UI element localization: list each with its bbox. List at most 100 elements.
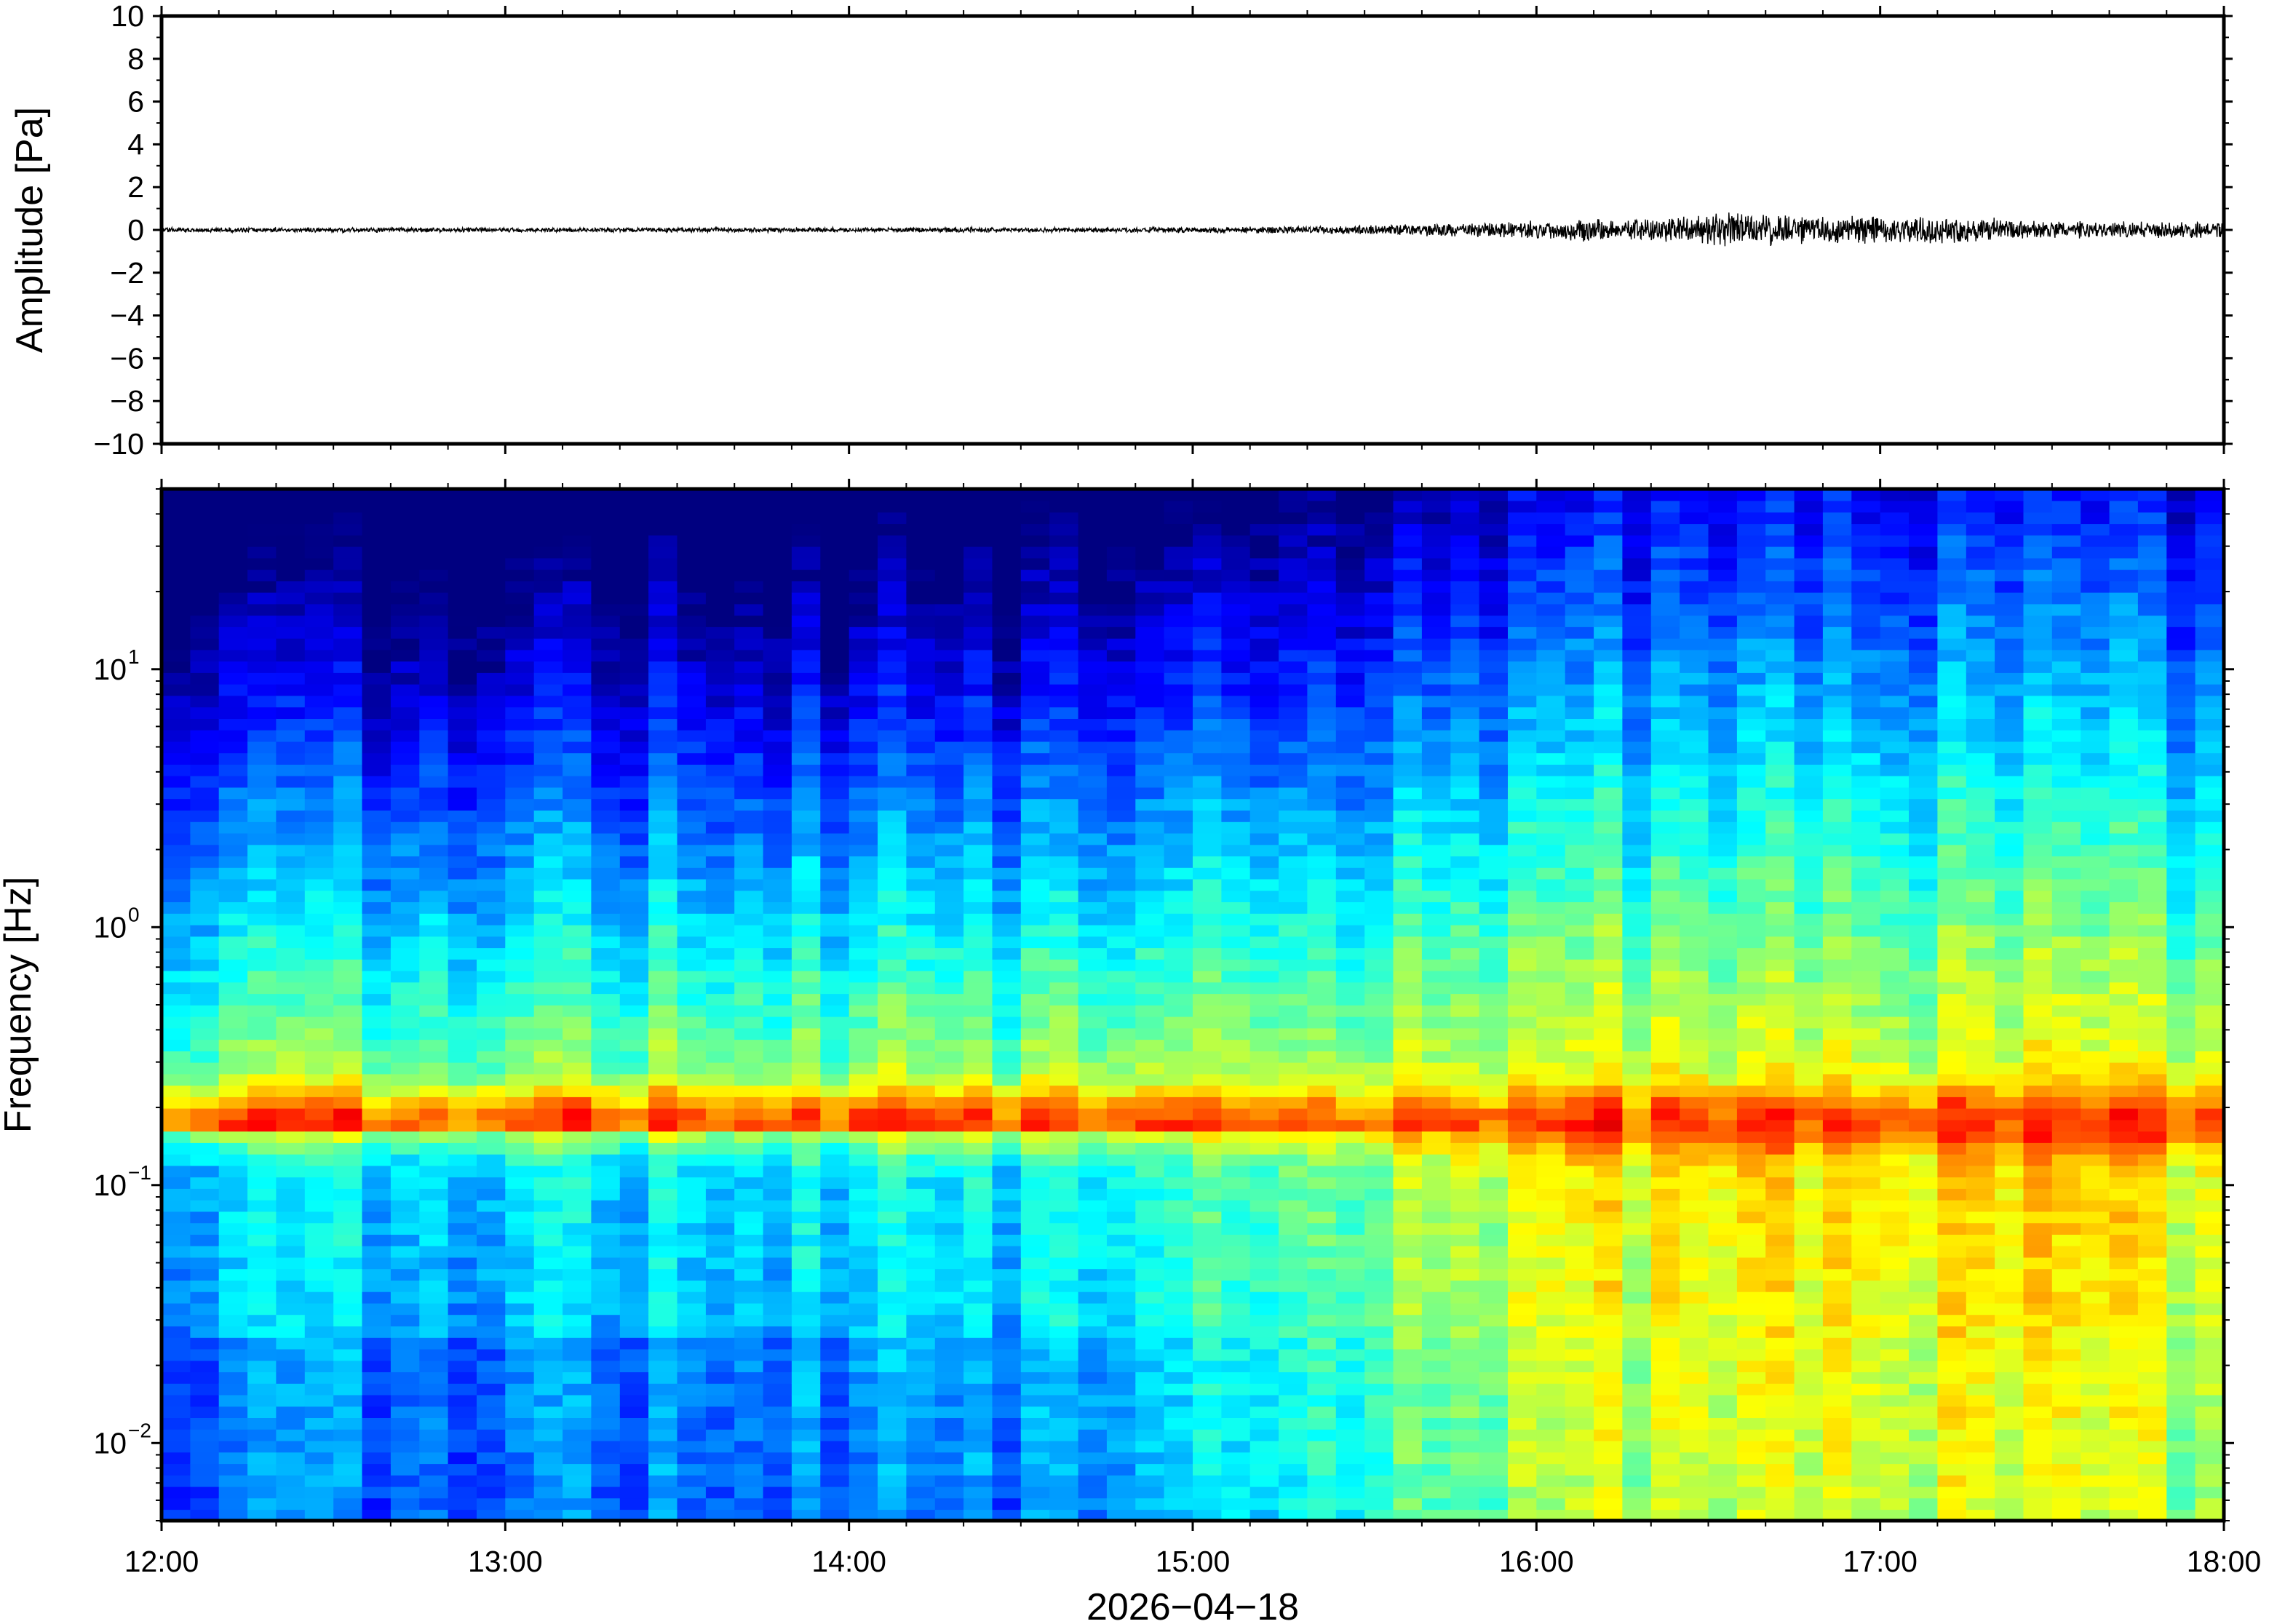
spectrogram-cell [1049,1062,1079,1075]
spectrogram-cell [992,672,1022,685]
spectrogram-cell [1106,1291,1137,1304]
spectrogram-cell [677,844,707,856]
spectrogram-cell [734,557,764,570]
spectrogram-cell [1536,1257,1566,1270]
spectrogram-cell [390,1394,421,1407]
spectrogram-cell [1508,844,1538,856]
spectrogram-cell [1450,637,1480,650]
spectrogram-cell [734,1073,764,1086]
spectrogram-cell [1650,512,1680,525]
spectrogram-cell [1135,798,1165,811]
spectrogram-cell [763,1222,792,1235]
spectrogram-cell [362,810,392,822]
spectrogram-cell [1650,1394,1680,1407]
spectrogram-cell [820,1211,850,1224]
spectrogram-cell [419,993,449,1006]
spectrogram-cell [849,1119,878,1132]
spectrogram-cell [992,637,1022,650]
spectrogram-cell [1049,1406,1079,1418]
spectrogram-cell [1279,1153,1308,1166]
spectrogram-cell [1680,1073,1709,1086]
spectrogram-cell [992,1177,1022,1189]
spectrogram-cell [1421,993,1452,1006]
spectrogram-cell [1221,637,1251,650]
spectrogram-cell [419,489,449,501]
spectrogram-cell [1221,672,1251,685]
spectrogram-cell [705,821,736,834]
spectrogram-cell [1049,1497,1079,1510]
spectrogram-cell [533,1016,563,1029]
spectrogram-cell [1594,1027,1624,1040]
spectrogram-cell [849,523,878,536]
spectrogram-cell [1508,1005,1538,1017]
spectrogram-cell [992,695,1022,708]
spectrogram-cell [734,890,764,902]
spectrogram-cell [1536,1486,1566,1499]
spectrogram-cell [849,1062,878,1075]
spectrogram-cell [1450,672,1480,685]
spectrogram-cell [1393,672,1423,685]
spectrogram-cell [162,1073,191,1086]
spectrogram-cell [648,1016,678,1029]
spectrogram-cell [1307,637,1337,650]
spectrogram-cell [1135,913,1165,926]
spectrogram-cell [1650,523,1680,536]
spectrogram-cell [333,1211,363,1224]
spectrogram-cell [333,878,363,891]
spectrogram-cell [190,890,220,902]
spectrogram-cell [763,856,792,868]
spectrogram-cell [1680,1326,1709,1338]
spectrogram-cell [849,1165,878,1178]
spectrogram-cell [1106,798,1137,811]
spectrogram-cell [1135,1234,1165,1246]
spectrogram-cell [1364,1360,1394,1372]
spectrogram-cell [505,1211,535,1224]
spectrogram-cell [677,1005,707,1017]
spectrogram-cell [477,1348,506,1361]
spectrogram-cell [533,775,563,788]
spectrogram-cell [648,764,678,776]
spectrogram-cell [934,1452,964,1465]
spectrogram-cell [477,1497,506,1510]
spectrogram-cell [477,718,506,731]
spectrogram-cell [963,1280,993,1292]
spectrogram-cell [1221,523,1251,536]
spectrogram-cell [906,557,936,570]
spectrogram-cell [1020,1382,1050,1396]
spectrogram-cell [619,1245,649,1258]
spectrogram-cell [304,878,334,891]
spectrogram-cell [1364,706,1394,719]
spectrogram-cell [677,1348,707,1361]
spectrogram-cell [791,1142,822,1155]
spectrogram-cell [448,993,477,1006]
spectrogram-cell [1164,970,1193,983]
spectrogram-cell [705,489,736,501]
spectrogram-cell [362,546,392,559]
spectrogram-cell [734,1096,764,1109]
spectrogram-cell [1565,649,1594,662]
spectrogram-cell [677,1382,707,1396]
spectrogram-cell [505,947,535,960]
spectrogram-cell [619,1337,649,1350]
spectrogram-cell [1393,947,1423,960]
spectrogram-cell [934,1314,964,1326]
spectrogram-cell [734,1326,764,1338]
spectrogram-cell [963,1417,993,1430]
spectrogram-cell [1020,523,1050,536]
spectrogram-cell [1650,649,1680,662]
spectrogram-cell [906,1234,936,1246]
spectrogram-cell [820,775,850,788]
spectrogram-cell [1049,1245,1079,1258]
spectrogram-cell [820,1440,850,1453]
spectrogram-cell [1106,1440,1137,1453]
spectrogram-cell [1106,970,1137,983]
spectrogram-cell [1536,1440,1566,1453]
spectrogram-cell [906,1039,936,1051]
spectrogram-cell [1335,1475,1365,1487]
spectrogram-cell [448,1039,477,1051]
spectrogram-cell [934,959,964,971]
spectrogram-cell [304,1096,334,1109]
spectrogram-cell [705,615,736,627]
spectrogram-cell [1708,1475,1738,1487]
spectrogram-cell [304,1475,334,1487]
